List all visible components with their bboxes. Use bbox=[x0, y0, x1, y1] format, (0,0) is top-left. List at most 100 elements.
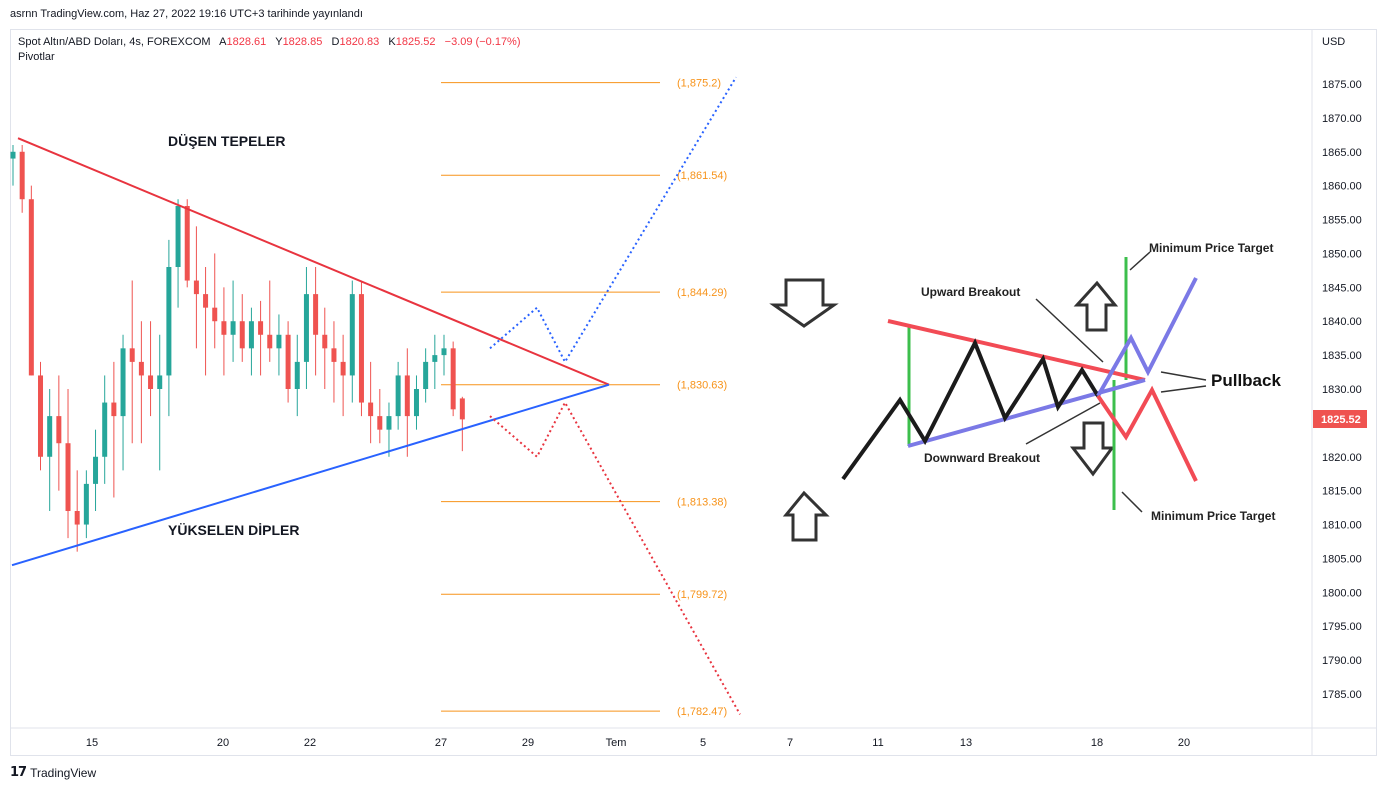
price-tick-label: 1875.00 bbox=[1322, 79, 1362, 91]
candle-body bbox=[322, 334, 328, 349]
legend-open-label: A bbox=[219, 36, 227, 48]
pivot-label: (1,861.54) bbox=[677, 170, 727, 182]
candle-body bbox=[423, 361, 429, 389]
pivot-label: (1,844.29) bbox=[677, 287, 727, 299]
chart-legend: Spot Altın/ABD Doları, 4s, FOREXCOM A182… bbox=[18, 35, 521, 65]
candle-body bbox=[377, 416, 383, 430]
pivot-label: (1,875.2) bbox=[677, 78, 721, 90]
candle-body bbox=[413, 389, 419, 417]
candle-body bbox=[331, 348, 337, 362]
candlestick-series bbox=[10, 145, 465, 552]
candle-body bbox=[248, 321, 254, 349]
candle-body bbox=[184, 206, 190, 281]
time-tick-label: 7 bbox=[787, 737, 793, 749]
candle-body bbox=[212, 307, 218, 322]
descending-trendline bbox=[17, 137, 610, 386]
footer-brand[interactable]: TradingView bbox=[30, 765, 97, 780]
price-tick-label: 1800.00 bbox=[1322, 587, 1362, 599]
upward-breakout-pointer bbox=[1035, 298, 1104, 363]
time-tick-label: 22 bbox=[304, 737, 316, 749]
candle-body bbox=[313, 294, 319, 335]
legend-low-label: D bbox=[331, 36, 340, 48]
candle-body bbox=[386, 416, 392, 430]
chart-frame[interactable] bbox=[10, 29, 1377, 756]
price-tick-label: 1840.00 bbox=[1322, 316, 1362, 328]
candle-body bbox=[432, 355, 438, 362]
time-tick-label: 13 bbox=[960, 737, 972, 749]
up-arrow-icon bbox=[782, 490, 830, 542]
top-target-pointer bbox=[1129, 251, 1151, 271]
pivot-label: (1,782.47) bbox=[677, 706, 727, 718]
legend-ohlc-row: Spot Altın/ABD Doları, 4s, FOREXCOM A182… bbox=[18, 35, 521, 50]
diagram-lower-line bbox=[907, 378, 1146, 448]
price-tick-label: 1850.00 bbox=[1322, 248, 1362, 260]
projection-paths bbox=[489, 76, 741, 715]
candle-body bbox=[258, 321, 264, 335]
candle-body bbox=[38, 375, 44, 457]
candle-body bbox=[395, 375, 401, 417]
candle-body bbox=[285, 334, 291, 389]
candle-body bbox=[10, 151, 16, 159]
publisher-line: asrnn TradingView.com, Haz 27, 2022 19:1… bbox=[10, 8, 363, 20]
candle-body bbox=[111, 402, 117, 417]
candle-body bbox=[56, 416, 62, 444]
candle-body bbox=[349, 294, 355, 376]
price-axis-unit: USD bbox=[1322, 36, 1345, 48]
trendlines bbox=[11, 137, 610, 567]
pivot-label: (1,813.38) bbox=[677, 497, 727, 509]
last-price-tag-text: 1825.52 bbox=[1321, 414, 1361, 426]
price-tick-label: 1830.00 bbox=[1322, 384, 1362, 396]
legend-indicator[interactable]: Pivotlar bbox=[18, 51, 55, 63]
candle-body bbox=[74, 511, 80, 525]
candle-body bbox=[441, 348, 447, 356]
candle-body bbox=[166, 267, 172, 376]
candle-body bbox=[404, 375, 410, 417]
candle-body bbox=[47, 416, 53, 457]
legend-high-label: Y bbox=[275, 36, 283, 48]
candle-body bbox=[157, 375, 163, 389]
bottom-target-pointer bbox=[1121, 491, 1143, 513]
diagram-upward-path bbox=[1096, 277, 1198, 397]
pullback-pointer-bottom bbox=[1160, 385, 1207, 393]
candle-body bbox=[368, 402, 374, 417]
price-tick-label: 1860.00 bbox=[1322, 181, 1362, 193]
price-tick-label: 1805.00 bbox=[1322, 553, 1362, 565]
legend-open: 1828.61 bbox=[226, 36, 267, 48]
candle-body bbox=[102, 402, 108, 457]
diagram-label-pullback: Pullback bbox=[1211, 371, 1281, 390]
candle-body bbox=[175, 206, 181, 267]
candle-body bbox=[459, 398, 465, 420]
price-tick-label: 1795.00 bbox=[1322, 621, 1362, 633]
candle-body bbox=[148, 375, 154, 389]
time-tick-label: 20 bbox=[217, 737, 229, 749]
legend-close-label: K bbox=[388, 36, 396, 48]
tv-logo-icon[interactable]: 17 bbox=[10, 765, 27, 780]
candle-body bbox=[129, 348, 135, 362]
diagram-label-upward-breakout: Upward Breakout bbox=[921, 285, 1020, 299]
diagram-label-target-bottom: Minimum Price Target bbox=[1151, 509, 1275, 523]
down-arrow-icon bbox=[769, 278, 839, 328]
price-tick-label: 1835.00 bbox=[1322, 350, 1362, 362]
legend-close: 1825.52 bbox=[395, 36, 436, 48]
downward-breakout-arrow-icon bbox=[1069, 421, 1115, 477]
candle-body bbox=[83, 483, 89, 525]
time-tick-label: 5 bbox=[700, 737, 706, 749]
diagram-label-target-top: Minimum Price Target bbox=[1149, 241, 1273, 255]
candle-body bbox=[340, 361, 346, 376]
upward-breakout-arrow-icon bbox=[1073, 280, 1119, 332]
candle-body bbox=[193, 280, 199, 295]
candle-body bbox=[267, 334, 273, 349]
legend-high: 1828.85 bbox=[282, 36, 323, 48]
price-tick-label: 1870.00 bbox=[1322, 113, 1362, 125]
pivot-label: (1,799.72) bbox=[677, 589, 727, 601]
time-tick-label: 20 bbox=[1178, 737, 1190, 749]
candle-body bbox=[450, 348, 456, 410]
legend-low: 1820.83 bbox=[339, 36, 380, 48]
legend-symbol[interactable]: Spot Altın/ABD Doları, 4s, FOREXCOM bbox=[18, 36, 211, 48]
price-tick-label: 1845.00 bbox=[1322, 282, 1362, 294]
footer: 17 TradingView bbox=[10, 765, 96, 780]
price-tick-label: 1855.00 bbox=[1322, 215, 1362, 227]
time-axis-ticks: 15 20 22 27 29 Tem 5 7 11 13 18 20 bbox=[86, 737, 1190, 749]
price-tick-label: 1810.00 bbox=[1322, 520, 1362, 532]
